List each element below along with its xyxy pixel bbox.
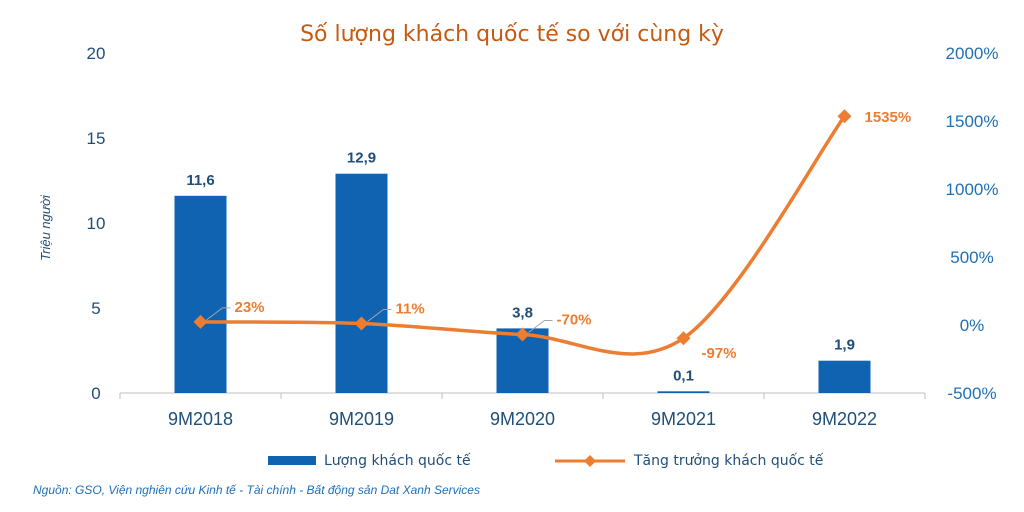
x-tick-label: 9M2018	[168, 409, 233, 429]
line-point	[515, 327, 530, 342]
x-tick-label: 9M2020	[490, 409, 555, 429]
bar-data-label: 0,1	[673, 367, 694, 384]
left-tick-label: 10	[87, 214, 106, 233]
right-tick-label: 1000%	[946, 180, 999, 199]
right-tick-label: 500%	[950, 248, 993, 267]
legend-line-label: Tăng trưởng khách quốc tế	[633, 452, 824, 469]
line-data-label: 1535%	[865, 109, 912, 126]
line-data-label: 11%	[396, 301, 425, 318]
bar	[174, 195, 227, 393]
x-tick-label: 9M2021	[651, 409, 716, 429]
bar	[818, 360, 871, 393]
bar	[657, 391, 710, 393]
line-series: 23% 11% -70% -97% 1535%	[193, 109, 912, 362]
right-tick-label: -500%	[947, 384, 996, 403]
bar-data-label: 11,6	[186, 172, 214, 189]
legend-bar-label: Lượng khách quốc tế	[324, 452, 471, 469]
line-point	[354, 316, 369, 331]
right-tick-label: 2000%	[946, 44, 999, 63]
left-tick-label: 5	[91, 299, 100, 318]
growth-line	[198, 114, 847, 356]
line-point	[837, 109, 852, 124]
right-tick-label: 1500%	[946, 112, 999, 131]
bar-series: 11,6 12,9 3,8 0,1 1,9	[174, 150, 871, 393]
line-data-label: -70%	[557, 312, 592, 329]
leader-line	[367, 309, 392, 322]
source-note: Nguồn: GSO, Viện nghiên cứu Kinh tế - Tà…	[33, 483, 480, 497]
bar-data-label: 12,9	[347, 150, 376, 167]
line-data-label: 23%	[235, 299, 265, 316]
line-data-label: -97%	[702, 345, 737, 362]
chart-title: Số lượng khách quốc tế so với cùng kỳ	[300, 22, 724, 47]
y-axis-label: Triệu người	[38, 194, 53, 261]
leader-line	[206, 307, 231, 321]
leader-line	[528, 320, 553, 333]
x-tick-label: 9M2022	[812, 409, 877, 429]
bar-data-label: 1,9	[834, 337, 855, 354]
left-tick-label: 15	[87, 129, 106, 148]
right-axis-ticks: -500% 0% 500% 1000% 1500% 2000%	[946, 44, 999, 403]
legend-line-marker	[584, 455, 596, 467]
line-point	[193, 314, 208, 329]
left-tick-label: 20	[87, 44, 106, 63]
x-tick-label: 9M2019	[329, 409, 394, 429]
legend: Lượng khách quốc tế Tăng trưởng khách qu…	[268, 452, 824, 469]
bar-data-label: 3,8	[512, 304, 533, 321]
left-axis-ticks: 0 5 10 15 20	[87, 44, 106, 403]
line-point	[676, 331, 691, 346]
left-tick-label: 0	[91, 384, 100, 403]
legend-bar-swatch	[268, 456, 316, 465]
x-axis: 9M2018 9M2019 9M2020 9M2021 9M2022	[119, 392, 926, 429]
right-tick-label: 0%	[960, 316, 985, 335]
bar	[335, 173, 388, 393]
